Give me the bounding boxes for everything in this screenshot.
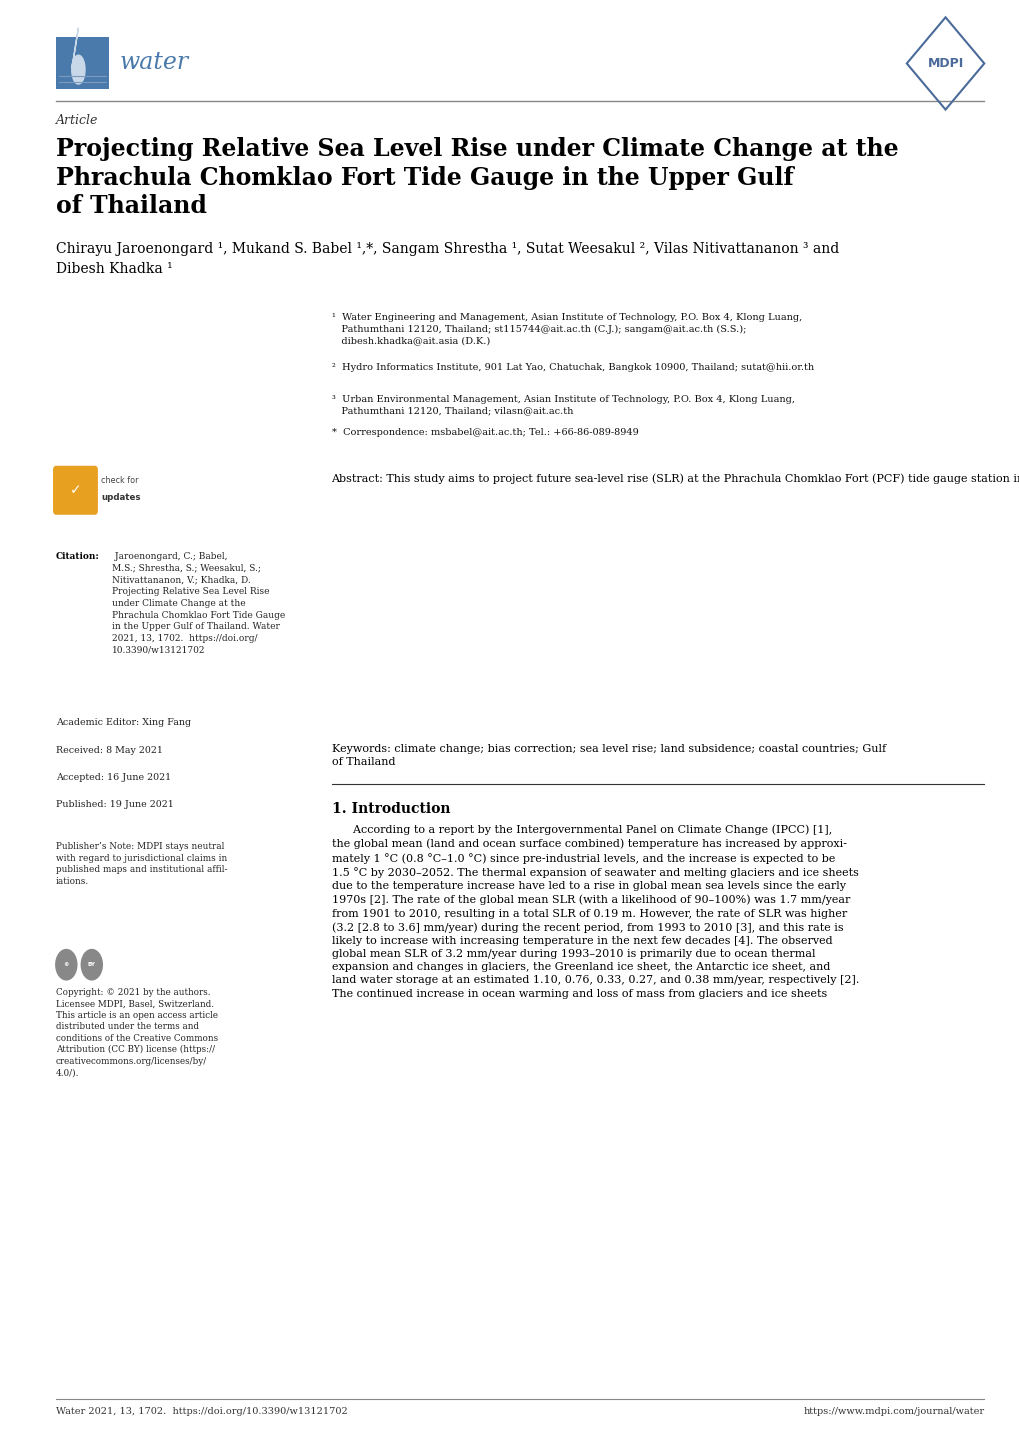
Text: *  Correspondence: msbabel@ait.ac.th; Tel.: +66-86-089-8949: * Correspondence: msbabel@ait.ac.th; Tel… <box>331 428 638 437</box>
Text: Citation:: Citation: <box>56 552 100 561</box>
Text: Accepted: 16 June 2021: Accepted: 16 June 2021 <box>56 773 171 782</box>
Polygon shape <box>71 27 85 84</box>
Text: ¹  Water Engineering and Management, Asian Institute of Technology, P.O. Box 4, : ¹ Water Engineering and Management, Asia… <box>331 313 801 345</box>
Text: Abstract: This study aims to project future sea-level rise (SLR) at the Phrachul: Abstract: This study aims to project fut… <box>331 473 1019 483</box>
Text: Published: 19 June 2021: Published: 19 June 2021 <box>56 800 173 809</box>
Text: Projecting Relative Sea Level Rise under Climate Change at the
Phrachula Chomkla: Projecting Relative Sea Level Rise under… <box>56 137 898 219</box>
Text: Received: 8 May 2021: Received: 8 May 2021 <box>56 746 163 754</box>
Text: Article: Article <box>56 114 99 127</box>
Text: MDPI: MDPI <box>926 56 963 71</box>
Text: Water 2021, 13, 1702.  https://doi.org/10.3390/w13121702: Water 2021, 13, 1702. https://doi.org/10… <box>56 1407 347 1416</box>
Text: updates: updates <box>101 493 141 502</box>
Text: Copyright: © 2021 by the authors.
Licensee MDPI, Basel, Switzerland.
This articl: Copyright: © 2021 by the authors. Licens… <box>56 988 218 1077</box>
Text: check for: check for <box>101 476 139 485</box>
Text: https://www.mdpi.com/journal/water: https://www.mdpi.com/journal/water <box>802 1407 983 1416</box>
Text: Keywords: climate change; bias correction; sea level rise; land subsidence; coas: Keywords: climate change; bias correctio… <box>331 744 884 767</box>
Text: Jaroenongard, C.; Babel,
M.S.; Shrestha, S.; Weesakul, S.;
Nitivattananon, V.; K: Jaroenongard, C.; Babel, M.S.; Shrestha,… <box>112 552 285 655</box>
FancyBboxPatch shape <box>53 466 98 515</box>
Text: water: water <box>119 50 189 74</box>
Text: ³  Urban Environmental Management, Asian Institute of Technology, P.O. Box 4, Kl: ³ Urban Environmental Management, Asian … <box>331 395 794 415</box>
Text: Academic Editor: Xing Fang: Academic Editor: Xing Fang <box>56 718 191 727</box>
Text: Chirayu Jaroenongard ¹, Mukand S. Babel ¹,*, Sangam Shrestha ¹, Sutat Weesakul ²: Chirayu Jaroenongard ¹, Mukand S. Babel … <box>56 242 839 275</box>
Text: 1. Introduction: 1. Introduction <box>331 802 449 816</box>
Circle shape <box>55 949 77 981</box>
Text: BY: BY <box>88 962 96 968</box>
Text: Publisher’s Note: MDPI stays neutral
with regard to jurisdictional claims in
pub: Publisher’s Note: MDPI stays neutral wit… <box>56 842 227 885</box>
FancyBboxPatch shape <box>56 37 109 89</box>
Text: According to a report by the Intergovernmental Panel on Climate Change (IPCC) [1: According to a report by the Intergovern… <box>331 825 858 999</box>
Text: ✓: ✓ <box>69 483 82 497</box>
Text: ©: © <box>63 962 69 968</box>
Text: ²  Hydro Informatics Institute, 901 Lat Yao, Chatuchak, Bangkok 10900, Thailand;: ² Hydro Informatics Institute, 901 Lat Y… <box>331 363 813 372</box>
Circle shape <box>81 949 103 981</box>
